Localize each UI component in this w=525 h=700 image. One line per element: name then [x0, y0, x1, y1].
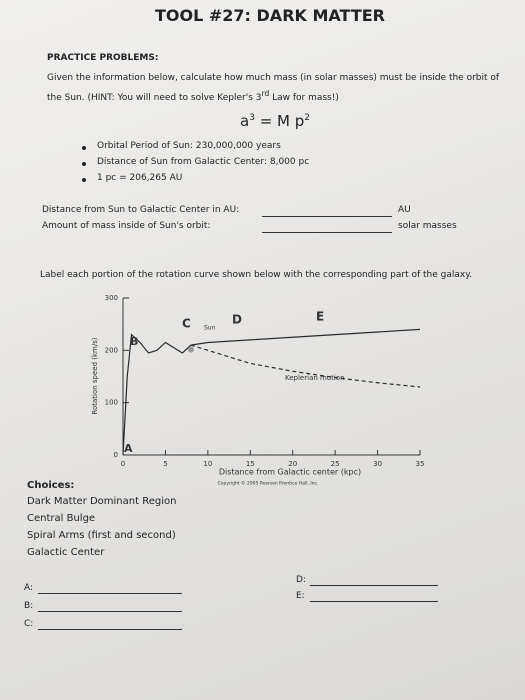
choice: Spiral Arms (first and second) [27, 530, 176, 541]
y-tick-label: 300 [105, 294, 118, 302]
x-tick-label: 25 [331, 460, 340, 468]
question: Amount of mass inside of Sun's orbit: [42, 221, 211, 231]
annotation: Keplerian motion [285, 374, 345, 382]
y-axis-label: Rotation speed (km/s) [91, 337, 99, 414]
x-tick-label: 15 [246, 460, 255, 468]
answer-label: B: [24, 601, 34, 611]
equation: a3 = M p2 [240, 112, 310, 130]
heading: PRACTICE PROBLEMS: [47, 53, 159, 63]
answer-line [38, 629, 182, 630]
answer-line [38, 593, 182, 594]
bullet: Orbital Period of Sun: 230,000,000 years [97, 141, 281, 151]
answer-label: A: [24, 583, 34, 593]
answer-line [310, 585, 438, 586]
y-tick-label: 0 [114, 451, 118, 459]
intro-text: Given the information below, calculate h… [47, 73, 500, 103]
instruction: Label each portion of the rotation curve… [40, 270, 473, 280]
choice: Central Bulge [27, 513, 96, 524]
x-tick-label: 0 [121, 460, 125, 468]
annotation: E [316, 310, 324, 324]
curve [190, 344, 421, 388]
annotation: B [130, 335, 138, 348]
annotation: C [182, 317, 191, 331]
x-axis-label: Distance from Galactic center (kpc) [219, 468, 361, 477]
answer-line [262, 232, 392, 233]
credit: Copyright © 2005 Pearson Prentice Hall, … [218, 480, 319, 487]
bullet-dot [82, 178, 86, 182]
choice: Dark Matter Dominant Region [27, 496, 177, 507]
intro: Given the information below, calculate h… [47, 70, 507, 106]
annotation: Sun [204, 325, 216, 332]
y-tick-label: 100 [105, 399, 118, 407]
choice: Galactic Center [27, 547, 105, 558]
eq-exponent: 2 [304, 113, 311, 123]
curve [122, 328, 421, 456]
answer-line [38, 611, 182, 612]
unit: AU [398, 205, 411, 215]
eq-part: = M p [254, 112, 305, 130]
answer-label: C: [24, 619, 34, 629]
annotation: D [232, 313, 242, 327]
question: Distance from Sun to Galactic Center in … [42, 205, 240, 215]
superscript: rd [261, 89, 270, 98]
bullet-dot [82, 162, 86, 166]
x-tick-label: 30 [373, 460, 382, 468]
intro-text: Law for mass!) [269, 93, 339, 103]
title: TOOL #27: DARK MATTER [155, 6, 385, 25]
answer-line [310, 601, 438, 602]
answer-line [262, 216, 392, 217]
bullet: Distance of Sun from Galactic Center: 8,… [97, 157, 310, 167]
x-tick-label: 20 [288, 460, 297, 468]
choices-heading: Choices: [27, 480, 75, 491]
answer-label: E: [296, 591, 305, 601]
x-tick-label: 35 [416, 460, 425, 468]
y-tick-label: 200 [105, 346, 118, 354]
bullet-dot [82, 146, 86, 150]
eq-part: a [240, 112, 250, 130]
sun-marker [187, 346, 194, 353]
bullet: 1 pc = 206,265 AU [97, 173, 183, 183]
annotation: A [124, 442, 133, 455]
x-tick-label: 5 [163, 460, 167, 468]
eq-exponent: 3 [249, 113, 255, 123]
answer-label: D: [296, 575, 306, 585]
x-tick-label: 10 [203, 460, 212, 468]
unit: solar masses [398, 221, 457, 231]
